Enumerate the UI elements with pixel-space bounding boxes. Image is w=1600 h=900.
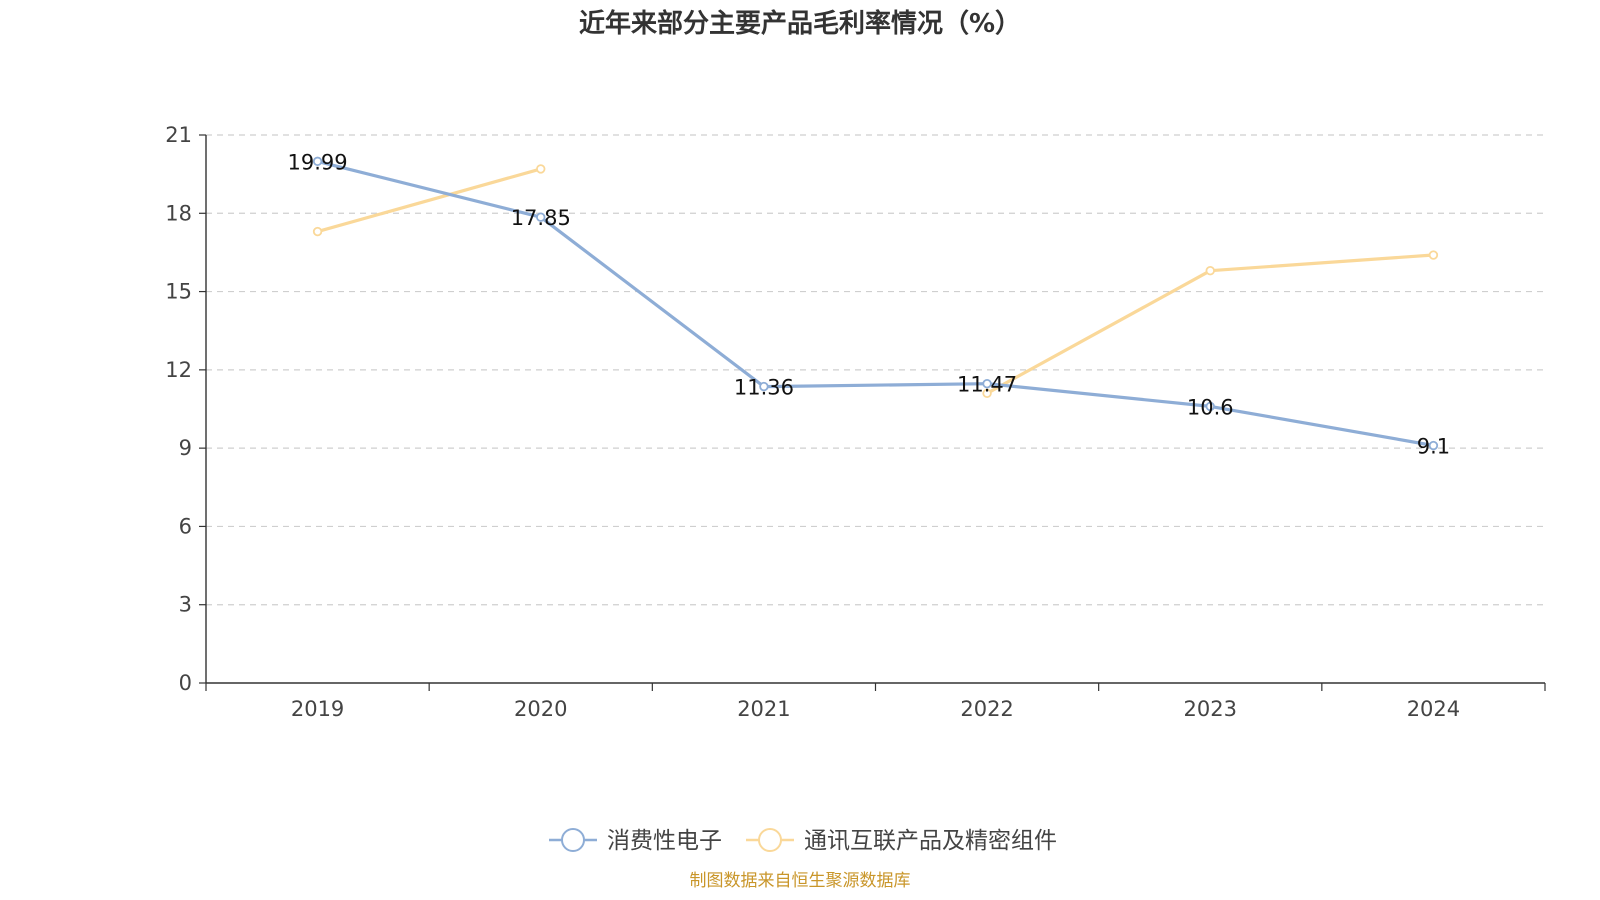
series-line-0-seg-0: [316, 159, 1435, 448]
x-tick-label-2023: 2023: [1184, 697, 1237, 721]
point-s0-2024: [1428, 440, 1439, 451]
x-tick-label-2022: 2022: [960, 697, 1013, 721]
point-s0-2023: [1205, 401, 1215, 412]
y-tick-label-15: 15: [165, 280, 192, 304]
legend[interactable]: 消费性电子 通讯互联产品及精密组件: [549, 828, 1057, 854]
series-line-1-seg-0: [316, 167, 543, 234]
point-s0-2022: [982, 378, 992, 389]
legend-label-0: 消费性电子: [607, 828, 722, 854]
chart-title: 近年来部分主要产品毛利率情况（%）: [579, 8, 1021, 39]
axes: 0 3 6 9 12 15 18 21 2019 2020 2021 2022 2023 2024: [165, 123, 1546, 721]
y-tick-label-9: 9: [179, 436, 192, 460]
point-s1-2023: [1205, 265, 1215, 276]
data-label-2020: 17.85: [511, 206, 571, 230]
y-tick-label-12: 12: [165, 358, 192, 382]
y-tick-label-6: 6: [179, 514, 192, 538]
data-points: [312, 156, 1439, 451]
point-s1-2019: [312, 226, 323, 237]
source-note: 制图数据来自恒生聚源数据库: [690, 871, 911, 891]
x-tick-label-2020: 2020: [514, 697, 567, 721]
legend-label-1: 通讯互联产品及精密组件: [804, 828, 1057, 854]
x-tick-label-2019: 2019: [291, 697, 344, 721]
point-s1-2024: [1428, 250, 1439, 260]
series-line-1-seg-1: [985, 253, 1435, 395]
point-s0-2021: [759, 381, 769, 392]
data-label-2022: 11.47: [957, 373, 1017, 397]
y-tick-label-3: 3: [179, 593, 192, 617]
y-tick-label-21: 21: [165, 123, 192, 147]
y-tick-label-18: 18: [165, 201, 192, 225]
data-labels: 19.99 17.85 11.36 11.47 10.6 9.1: [288, 150, 1451, 458]
series-lines: [316, 159, 1435, 448]
point-s0-2019: [312, 156, 323, 167]
point-s0-2020: [536, 212, 546, 222]
point-s1-2020: [536, 164, 546, 174]
legend-item-0[interactable]: 消费性电子: [549, 828, 722, 854]
data-label-2019: 19.99: [288, 150, 348, 174]
data-label-2023: 10.6: [1187, 395, 1234, 419]
y-tick-label-0: 0: [179, 671, 192, 695]
data-label-2021: 11.36: [734, 376, 794, 400]
x-tick-label-2024: 2024: [1407, 697, 1460, 721]
point-s1-2022: [982, 388, 992, 399]
grid-lines: [206, 134, 1545, 606]
legend-marker-1: [758, 828, 782, 852]
legend-item-1[interactable]: 通讯互联产品及精密组件: [746, 828, 1057, 854]
legend-marker-0: [561, 828, 585, 852]
x-tick-label-2021: 2021: [737, 697, 790, 721]
data-label-2024: 9.1: [1417, 435, 1450, 459]
